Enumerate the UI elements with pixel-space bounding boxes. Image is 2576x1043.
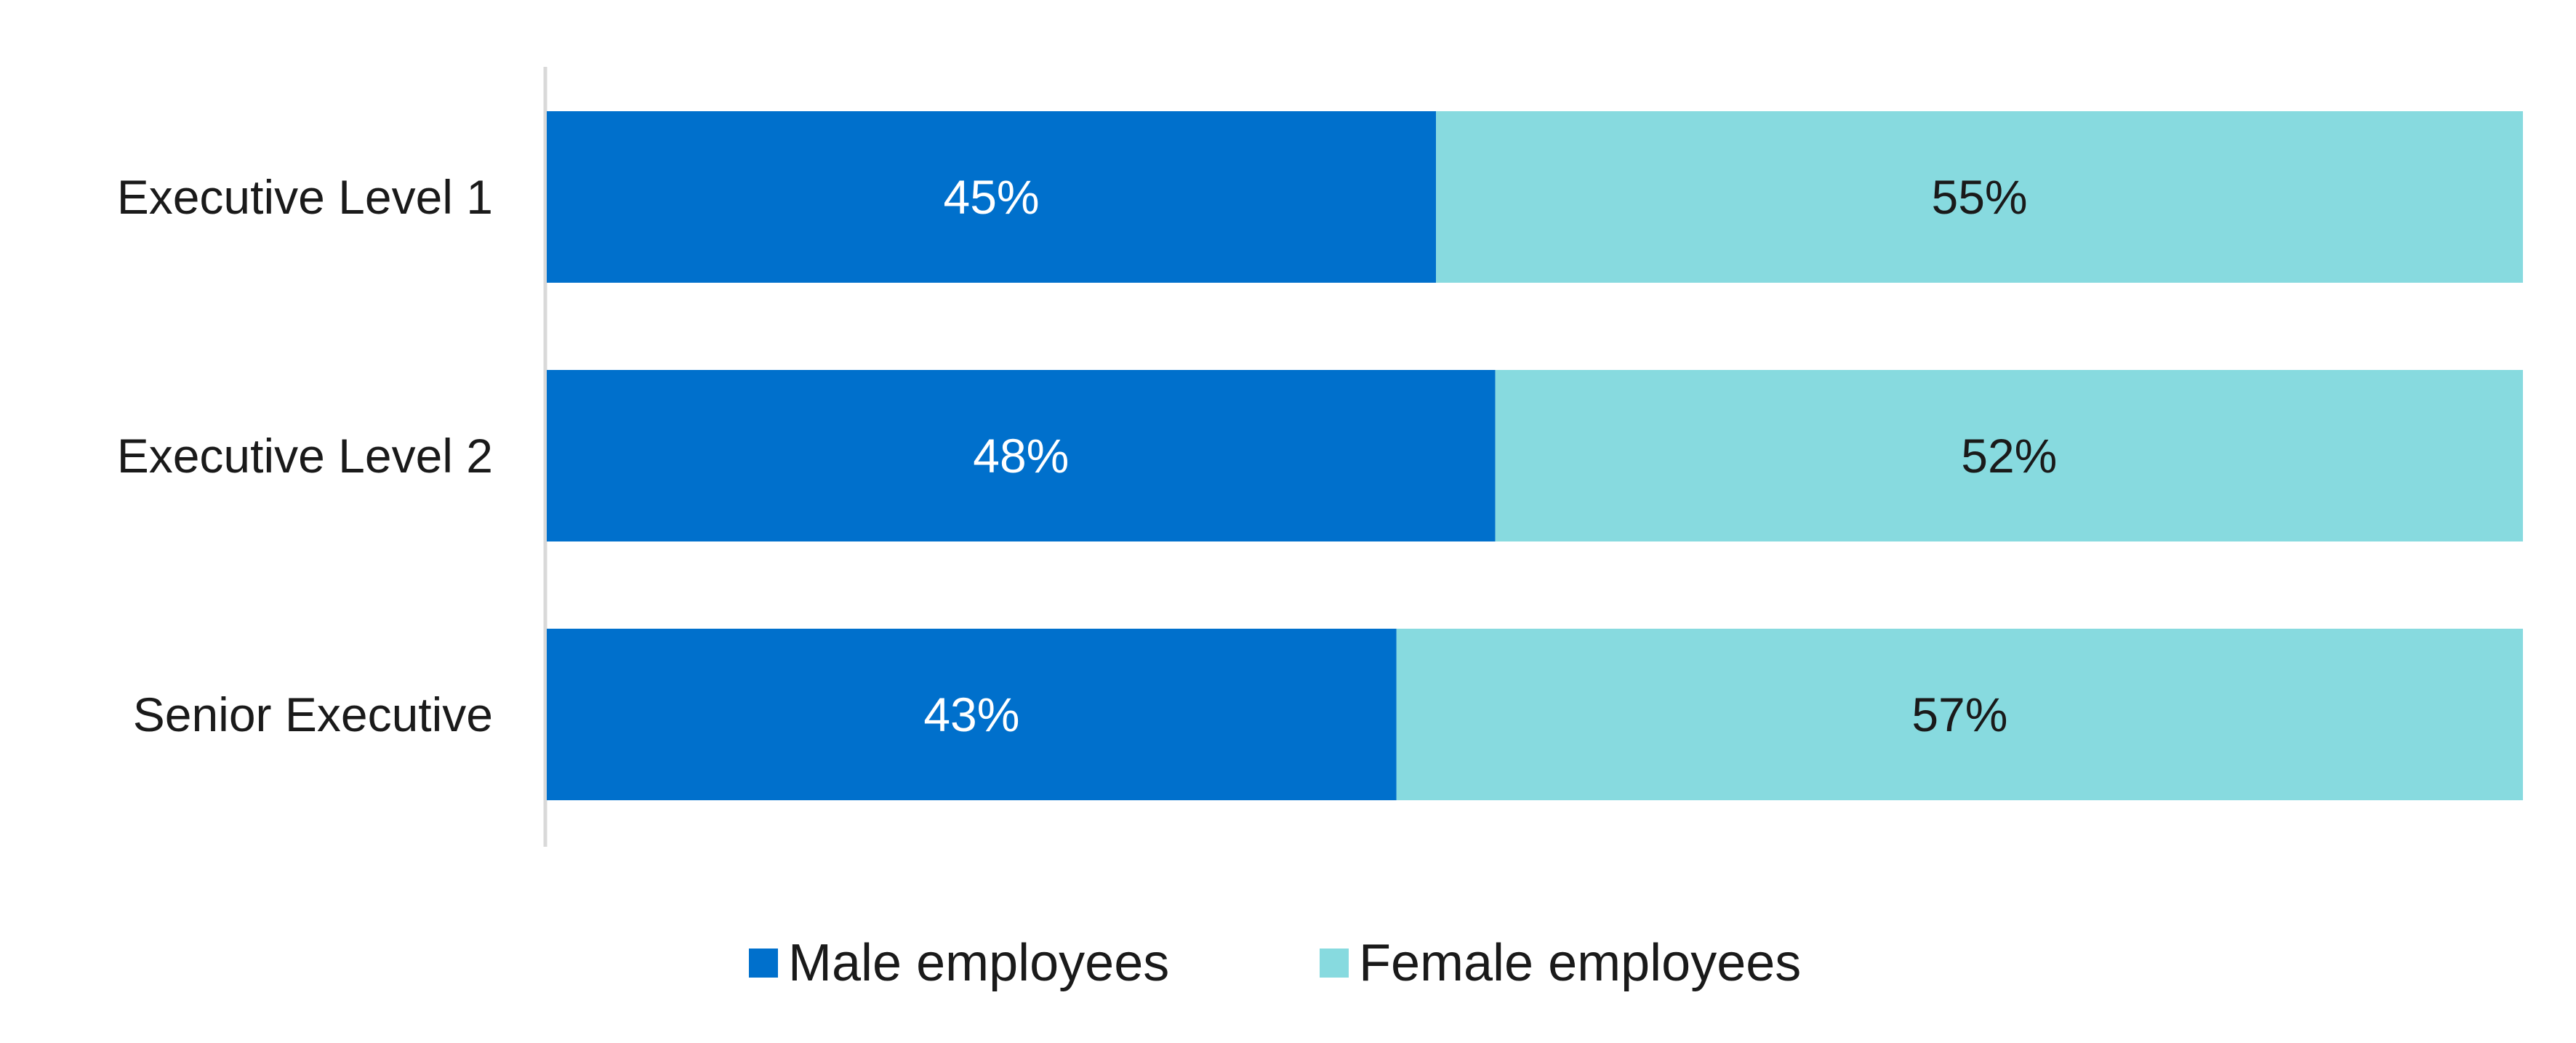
data-label-female-employees-executive-level-1: 55% — [1931, 170, 2027, 224]
bar-male-employees-executive-level-1 — [547, 111, 1437, 283]
category-label-executive-level-1: Executive Level 1 — [117, 170, 493, 224]
data-label-male-employees-senior-executive: 43% — [923, 688, 1019, 741]
bar-male-employees-senior-executive — [547, 629, 1397, 800]
data-labels: 45% 55% 48% 52% 43% 57% — [923, 170, 2057, 741]
data-label-male-employees-executive-level-2: 48% — [973, 429, 1069, 483]
legend-swatch-female-employees — [1320, 949, 1349, 978]
data-label-female-employees-executive-level-2: 52% — [1961, 429, 2057, 483]
category-label-executive-level-2: Executive Level 2 — [117, 429, 493, 483]
bar-female-employees-executive-level-2 — [1495, 370, 2523, 541]
bar-female-employees-executive-level-1 — [1436, 111, 2523, 283]
bar-male-employees-executive-level-2 — [547, 370, 1496, 541]
data-label-female-employees-senior-executive: 57% — [1911, 688, 2007, 741]
bars-group — [547, 111, 2523, 800]
data-label-male-employees-executive-level-1: 45% — [943, 170, 1039, 224]
legend: Male employees Female employees — [749, 934, 1801, 992]
bar-female-employees-senior-executive — [1396, 629, 2523, 800]
category-labels: Executive Level 1 Executive Level 2 Senior… — [117, 170, 493, 741]
legend-label-female-employees: Female employees — [1359, 934, 1801, 992]
category-label-senior-executive: Senior Executive — [133, 688, 493, 741]
legend-swatch-male-employees — [749, 949, 778, 978]
legend-label-male-employees: Male employees — [788, 934, 1169, 992]
